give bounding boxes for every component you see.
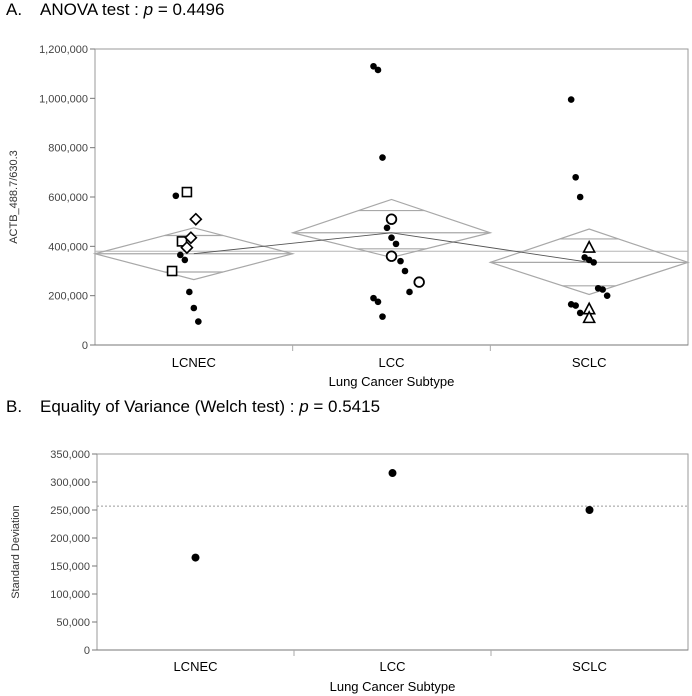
panel-b-y-tick-label: 300,000 [50,477,90,489]
panel-b-data-point [191,553,200,562]
panel-a-triangle-marker [582,239,596,253]
panel-a-diamond-marker [180,240,194,255]
panel-a-data-point [603,292,611,299]
panel-a-data-point [397,257,404,265]
panel-a-data-point [374,66,382,74]
panel-b-y-tick-label: 150,000 [50,561,90,573]
panel-a-category-label: LCNEC [172,355,216,370]
panel-a-circle-marker [385,213,398,225]
panel-a-data-point [572,302,579,309]
panel-a-y-tick-label: 600,000 [48,192,88,204]
panel-a-y-tick-label: 1,200,000 [39,44,88,56]
panel-b-y-tick-label: 200,000 [50,533,90,545]
panel-a-y-axis-label: ACTB_488.7/630.3 [8,150,20,244]
panel-a-data-point [190,304,198,312]
panel-a-data-point [599,286,606,293]
panel-a-data-point [576,193,584,201]
panel-a-diamond-marker [184,231,198,245]
panel-b-letter: B. [6,397,23,416]
panel-a-data-point [379,313,386,320]
panel-b-category-label: LCC [379,659,405,674]
panel-a-data-point [401,267,409,275]
panel-a-data-point [181,256,189,264]
panel-b-y-tick-label: 50,000 [56,617,90,629]
panel-a-data-point [186,288,193,296]
panel-a-category-label: LCC [378,355,404,370]
panel-a-x-axis-label: Lung Cancer Subtype [329,374,455,389]
panel-a-y-tick-label: 0 [82,340,88,352]
panel-b-category-label: LCNEC [173,659,217,674]
panel-a-p-value: = 0.4496 [153,0,225,19]
panel-a-data-point [195,318,202,325]
panel-a-y-tick-label: 400,000 [48,241,88,253]
panel-a-data-point [567,96,575,103]
panel-b-category-label: SCLC [572,659,607,674]
panel-a-data-point [374,298,382,306]
panel-a-data-point [406,288,413,296]
panel-b-x-axis-label: Lung Cancer Subtype [330,679,456,694]
panel-a-p-symbol: p [143,0,154,19]
panel-a-y-tick-label: 800,000 [48,143,88,155]
panel-a-square-marker [181,186,193,198]
panel-b-title-prefix: Equality of Variance (Welch test) : [40,397,300,416]
panel-a-data-point [572,173,579,181]
panel-a-data-point [392,240,400,248]
panel-a-data-point [370,62,377,70]
panel-a-circle-marker [385,250,398,262]
panel-a-data-point [379,154,386,161]
panel-b-data-point [388,469,397,478]
panel-a-title: A. ANOVA test : p = 0.4496 [6,0,224,20]
panel-b-y-axis-label: Standard Deviation [10,505,22,599]
panel-a-data-point [172,192,180,200]
panel-b-frame [96,453,689,651]
panel-a-category-label: SCLC [572,355,607,370]
panel-a-means-connector [193,232,590,263]
panel-a-data-point [590,259,597,266]
panel-a-data-point [576,309,584,317]
panel-b-title: B. Equality of Variance (Welch test) : p … [6,397,380,417]
panel-b-y-tick-label: 0 [84,645,90,657]
panel-a-data-point [383,224,391,232]
panel-a-data-point [370,294,377,302]
panel-b-p-value: = 0.5415 [308,397,381,416]
panel-a-title-prefix: ANOVA test : [40,0,144,19]
panel-a-y-tick-label: 1,000,000 [39,93,88,105]
panel-b-p-symbol: p [299,397,309,416]
panel-a-circle-marker [413,276,425,288]
panel-b-y-tick-label: 350,000 [50,449,90,461]
panel-a-diamond-marker [189,212,203,226]
panel-b-y-tick-label: 100,000 [50,589,90,601]
panel-a-letter: A. [6,0,23,19]
panel-a-square-marker [166,265,178,277]
panel-b-y-tick-label: 250,000 [50,505,90,517]
panel-a-data-point [177,251,184,259]
panel-b-data-point [585,506,594,514]
panel-a-triangle-marker [582,310,596,324]
panel-a-y-tick-label: 200,000 [48,291,88,303]
panel-a-data-point [388,234,395,241]
